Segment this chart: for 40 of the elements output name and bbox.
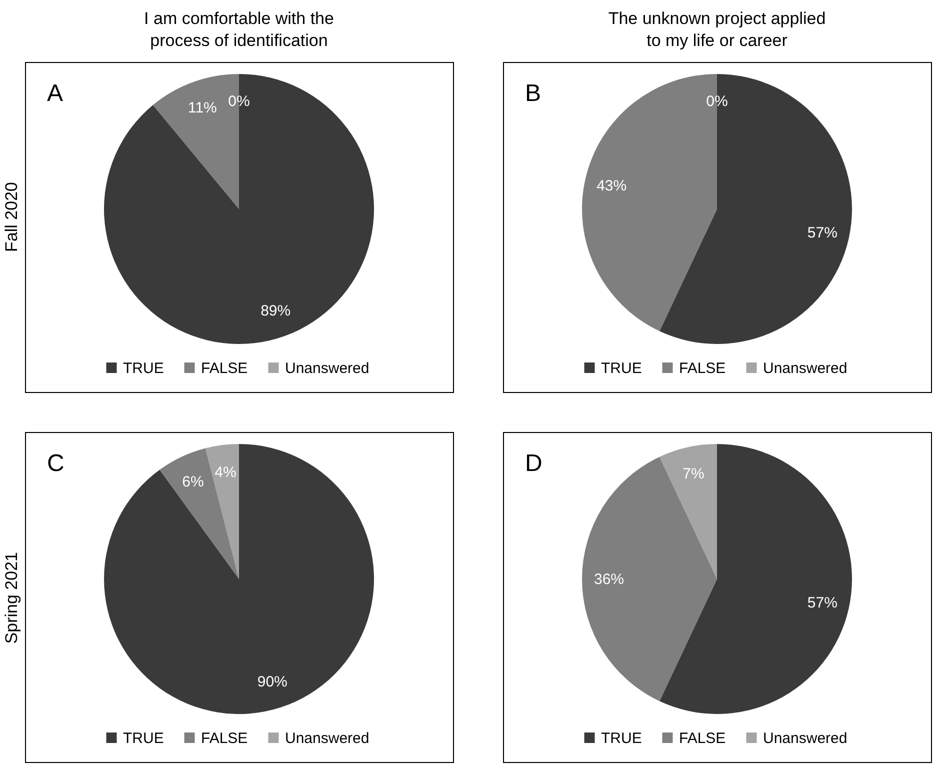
text: A bbox=[47, 80, 64, 107]
legend-label: Unanswered bbox=[763, 730, 848, 747]
data-label: 57% bbox=[807, 594, 838, 612]
pie-slice bbox=[660, 444, 717, 579]
data-label: 36% bbox=[594, 571, 624, 588]
data-label: 4% bbox=[214, 464, 236, 481]
data-label: 43% bbox=[596, 177, 627, 194]
data-label: 57% bbox=[807, 224, 838, 242]
legend-label: TRUE bbox=[123, 360, 164, 377]
pie-slice bbox=[104, 444, 374, 714]
legend-label: FALSE bbox=[679, 730, 726, 747]
pie-slice bbox=[660, 444, 852, 714]
chart-title: I am comfortable with the process of identification bbox=[144, 9, 334, 50]
data-label: 89% bbox=[260, 302, 291, 320]
data-label: 90% bbox=[257, 674, 288, 691]
text: B bbox=[525, 80, 542, 107]
legend-label: Unanswered bbox=[285, 730, 370, 747]
legend-label: Unanswered bbox=[763, 360, 848, 377]
pie-slice bbox=[104, 74, 374, 344]
legend-label: Unanswered bbox=[285, 360, 370, 377]
text: C bbox=[47, 450, 64, 477]
pie-slice bbox=[160, 448, 239, 579]
text: D bbox=[525, 450, 542, 477]
pie-slice bbox=[582, 456, 717, 702]
legend-label: TRUE bbox=[123, 730, 164, 747]
chart-title: The unknown project applied to my life or career bbox=[608, 9, 826, 50]
legend-label: FALSE bbox=[679, 360, 726, 377]
legend-label: TRUE bbox=[601, 360, 642, 377]
data-label: 6% bbox=[182, 473, 204, 490]
legend-label: FALSE bbox=[201, 360, 248, 377]
legend-label: TRUE bbox=[601, 730, 642, 747]
text: 0% bbox=[706, 93, 728, 110]
text: 0% bbox=[228, 93, 250, 110]
pie-slice bbox=[660, 74, 852, 344]
text: Fall 2020 bbox=[2, 182, 22, 252]
data-label: 11% bbox=[188, 99, 217, 116]
pie-slice bbox=[205, 444, 239, 579]
data-label: 7% bbox=[682, 466, 704, 483]
legend-label: FALSE bbox=[201, 730, 248, 747]
text: Spring 2021 bbox=[2, 552, 22, 644]
